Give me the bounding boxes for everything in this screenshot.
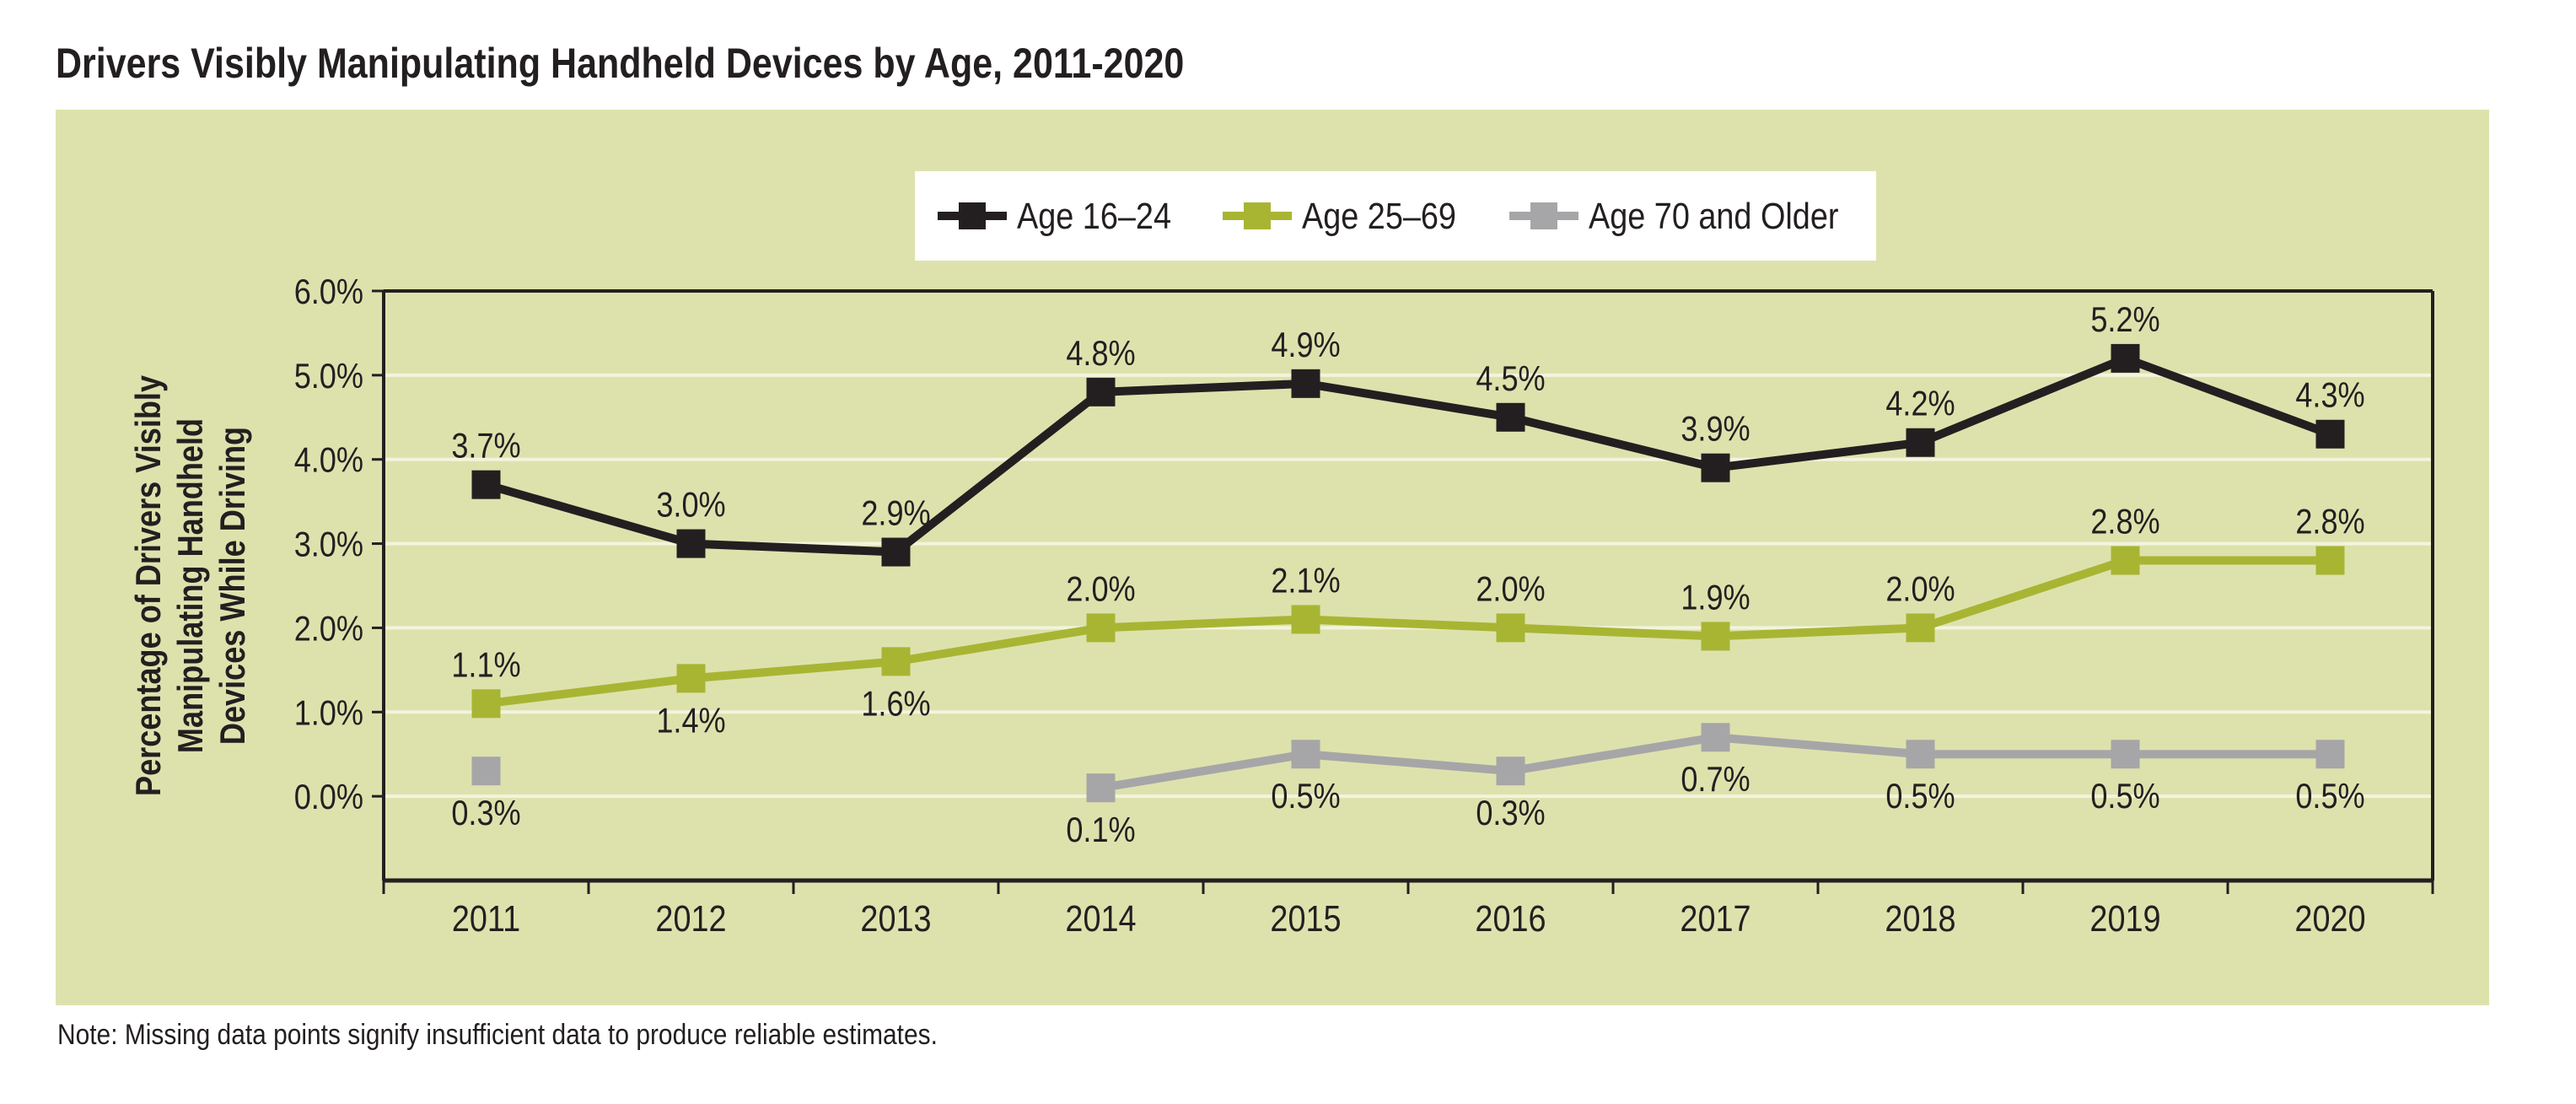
data-point-marker <box>676 664 706 693</box>
data-label: 1.4% <box>656 702 725 740</box>
data-label: 2.9% <box>861 494 930 533</box>
y-axis-title-line: Percentage of Drivers Visibly <box>130 375 169 796</box>
legend-swatch-marker <box>1244 202 1271 229</box>
data-point-marker <box>1906 740 1935 769</box>
series-line <box>485 556 2331 708</box>
data-label: 4.5% <box>1476 359 1545 398</box>
x-tick-label: 2017 <box>1680 897 1750 939</box>
legend-swatch-marker <box>1530 202 1557 229</box>
y-tick-label: 2.0% <box>294 610 363 649</box>
chart-note: Note: Missing data points signify insuff… <box>57 1019 938 1051</box>
x-tick-label: 2012 <box>655 897 726 939</box>
data-point-marker <box>2111 740 2140 769</box>
data-label: 0.5% <box>2090 778 2159 816</box>
data-label: 0.5% <box>2295 778 2364 816</box>
data-point-marker <box>2315 546 2345 575</box>
data-point-marker <box>676 529 706 558</box>
data-label: 0.7% <box>1681 761 1750 800</box>
data-point-marker <box>471 689 501 719</box>
data-point-marker <box>1906 613 1935 643</box>
data-point-marker <box>1701 723 1730 752</box>
data-label: 5.2% <box>2090 300 2159 339</box>
data-label: 3.9% <box>1681 410 1750 449</box>
legend-label: Age 16–24 <box>1017 195 1171 236</box>
data-point-marker <box>881 537 911 567</box>
data-point-marker <box>2111 343 2140 373</box>
data-point-marker <box>1496 402 1525 432</box>
data-label: 1.6% <box>861 685 930 724</box>
y-tick-label: 0.0% <box>294 778 363 817</box>
data-point-marker <box>1701 622 1730 651</box>
y-axis-title-line: Devices While Driving <box>214 427 253 745</box>
legend-swatch-marker <box>959 202 986 229</box>
data-label: 1.9% <box>1681 579 1750 617</box>
y-tick-label: 4.0% <box>294 441 363 480</box>
data-label: 2.0% <box>1476 570 1545 609</box>
data-label: 4.9% <box>1271 326 1340 364</box>
chart-title: Drivers Visibly Manipulating Handheld De… <box>56 40 1185 87</box>
x-tick-label: 2013 <box>860 897 931 939</box>
data-label: 2.8% <box>2090 503 2159 541</box>
series-layer <box>471 343 2345 803</box>
legend-label: Age 25–69 <box>1302 195 1456 236</box>
x-tick-label: 2018 <box>1885 897 1955 939</box>
data-point-marker <box>1291 369 1320 398</box>
data-label: 3.7% <box>451 427 520 466</box>
data-point-marker <box>1086 613 1116 643</box>
data-label: 0.5% <box>1271 778 1340 816</box>
data-point-marker <box>1086 377 1116 407</box>
data-point-marker <box>1906 428 1935 457</box>
data-label: 0.3% <box>1476 794 1545 833</box>
data-point-marker <box>1496 613 1525 643</box>
data-label: 2.8% <box>2295 503 2364 541</box>
data-point-marker <box>1291 605 1320 634</box>
data-label: 3.0% <box>656 486 725 525</box>
y-tick-label: 6.0% <box>294 273 363 312</box>
data-label: 2.1% <box>1271 562 1340 600</box>
x-tick-label: 2019 <box>2089 897 2160 939</box>
x-tick-label: 2014 <box>1065 897 1136 939</box>
data-label: 0.5% <box>1885 778 1955 816</box>
data-label: 2.0% <box>1066 570 1135 609</box>
axes: 0.0% 1.0% 2.0% 3.0% 4.0% 5.0% 6.0% 2011 2012 2013… <box>294 273 2434 940</box>
y-axis-title: Percentage of Drivers Visibly Manipulatin… <box>130 375 253 796</box>
data-label: 1.1% <box>451 646 520 685</box>
y-tick-label: 1.0% <box>294 694 363 733</box>
y-tick-label: 5.0% <box>294 357 363 396</box>
x-tick-label: 2020 <box>2294 897 2365 939</box>
x-tick-label: 2016 <box>1475 897 1546 939</box>
data-label: 4.8% <box>1066 334 1135 373</box>
data-labels: 3.7% 3.0% 2.9% 4.8% 4.9% 4.5% 3.9% 4.2% 5.2% 4.3%… <box>451 300 2364 849</box>
data-point-marker <box>1701 453 1730 482</box>
legend-label: Age 70 and Older <box>1589 195 1838 236</box>
data-label: 0.3% <box>451 794 520 833</box>
data-point-marker <box>471 470 501 499</box>
data-point-marker <box>881 647 911 676</box>
data-point-marker <box>2111 546 2140 575</box>
y-tick-label: 3.0% <box>294 525 363 564</box>
data-point-marker <box>2315 740 2345 769</box>
y-axis-title-line: Manipulating Handheld <box>172 418 211 753</box>
data-point-marker <box>2315 419 2345 449</box>
data-point-marker <box>1086 773 1116 803</box>
x-tick-label: 2011 <box>452 897 520 939</box>
data-label: 4.2% <box>1885 385 1955 423</box>
data-point-marker <box>471 757 501 786</box>
data-point-marker <box>1496 757 1525 786</box>
x-tick-label: 2015 <box>1270 897 1341 939</box>
series-line <box>485 353 2332 557</box>
data-point-marker <box>1291 740 1320 769</box>
data-label: 2.0% <box>1885 570 1955 609</box>
legend: Age 16–24 Age 25–69 Age 70 and Older <box>915 171 1876 261</box>
data-label: 4.3% <box>2295 376 2364 415</box>
data-label: 0.1% <box>1066 811 1135 850</box>
legend-box <box>915 171 1876 261</box>
